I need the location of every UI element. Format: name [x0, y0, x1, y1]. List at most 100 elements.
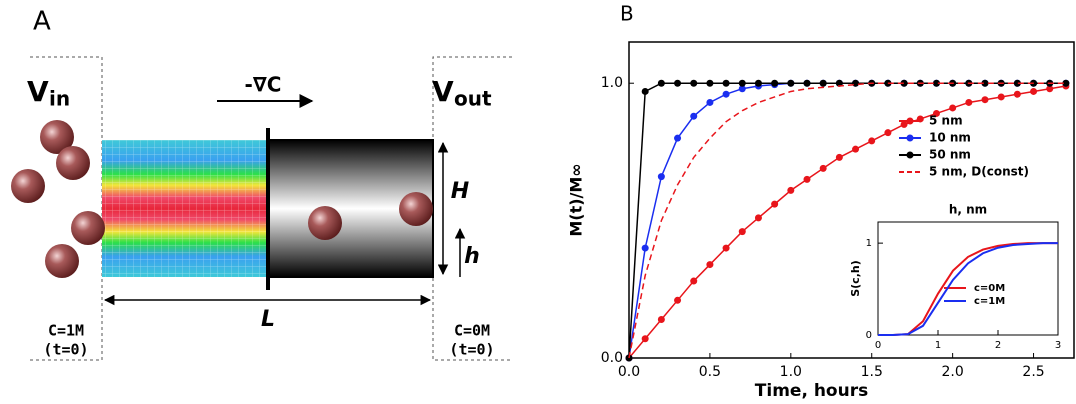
panel-label: B [620, 2, 634, 26]
legend-label: c=0M [974, 283, 1005, 294]
legend-marker [906, 151, 914, 159]
point [722, 79, 730, 87]
point [657, 79, 665, 87]
point [706, 79, 714, 87]
series-line [628, 82, 1066, 359]
x-tick-label: 0 [875, 340, 881, 351]
point [932, 79, 940, 87]
point [1013, 90, 1021, 98]
point [738, 79, 746, 87]
point [690, 277, 698, 285]
point [674, 296, 682, 304]
x-axis-label: Time, hours [755, 381, 868, 401]
legend-label: 10 nm [929, 131, 971, 145]
point [771, 79, 779, 87]
x-tick-label: 2.0 [942, 364, 964, 380]
height-label: H [451, 179, 469, 204]
y-tick-label: 1 [866, 238, 872, 249]
x-tick-label: 1.0 [780, 364, 802, 380]
point [900, 79, 908, 87]
panel-label: A [33, 7, 51, 37]
point [884, 129, 892, 137]
point [852, 145, 860, 153]
point [787, 79, 795, 87]
point [900, 120, 908, 128]
point [674, 134, 682, 142]
x-tick-label: 2.5 [1022, 364, 1044, 380]
point [787, 186, 795, 194]
point [657, 173, 665, 181]
point [674, 79, 682, 87]
point [819, 79, 827, 87]
v-in-sub: in [49, 87, 70, 111]
legend-label: c=1M [974, 296, 1005, 307]
x-tick-label: 1.5 [861, 364, 883, 380]
point [771, 200, 779, 208]
legend-marker [906, 134, 914, 142]
point [803, 175, 811, 183]
point [690, 112, 698, 120]
point [981, 79, 989, 87]
x-tick-label: 3 [1055, 340, 1061, 351]
y-tick-label: 0 [866, 330, 872, 341]
point [1030, 87, 1038, 95]
x-tick-label: 1 [935, 340, 941, 351]
point [835, 153, 843, 161]
point [690, 79, 698, 87]
gradient-label: -∇C [245, 73, 282, 97]
v-out-sub: out [454, 87, 492, 111]
point [722, 90, 730, 98]
point [997, 93, 1005, 101]
v-out: V [432, 75, 454, 108]
x-tick-label: 0.0 [618, 364, 640, 380]
point [641, 87, 649, 95]
legend-label: 50 nm [929, 148, 971, 162]
point [1046, 85, 1054, 93]
point [803, 79, 811, 87]
series-line [878, 242, 1058, 336]
y-tick-label: 0.0 [601, 350, 623, 366]
y-tick-label: 1.0 [601, 75, 623, 91]
point [949, 104, 957, 112]
point [641, 244, 649, 252]
point [981, 96, 989, 104]
y-axis-label: S(c,h) [849, 260, 862, 297]
point [1013, 79, 1021, 87]
left-conc: C=1M [48, 322, 84, 340]
length-label: L [261, 307, 275, 332]
y-axis-label: M(t)/M∞ [567, 163, 586, 236]
point [932, 109, 940, 117]
point [722, 244, 730, 252]
point [1062, 79, 1070, 87]
legend-label: 5 nm, D(const) [929, 165, 1029, 179]
point [738, 85, 746, 93]
v-in: V [27, 75, 49, 108]
point [835, 79, 843, 87]
point [754, 214, 762, 222]
point [819, 164, 827, 172]
legend-marker [906, 117, 914, 125]
h-label: h [464, 244, 480, 269]
plot-area [877, 221, 1059, 336]
legend-label: 5 nm [929, 114, 963, 128]
x-tick-label: 0.5 [699, 364, 721, 380]
right-conc: C=0M [454, 322, 490, 340]
point [754, 79, 762, 87]
channel-mesh [102, 140, 268, 277]
point [965, 98, 973, 106]
panel-a: A V in V out -∇C H h L C=1M (t=0) C=0M (… [11, 7, 512, 361]
series-line [628, 85, 1067, 359]
point [641, 335, 649, 343]
point [706, 261, 714, 269]
point [852, 79, 860, 87]
point [738, 228, 746, 236]
particles [11, 120, 433, 278]
point [706, 98, 714, 106]
point [868, 137, 876, 145]
x-tick-label: 2 [995, 340, 1001, 351]
right-time: (t=0) [449, 341, 494, 359]
left-time: (t=0) [43, 341, 88, 359]
inset-title: h, nm [949, 203, 987, 217]
point [657, 316, 665, 324]
